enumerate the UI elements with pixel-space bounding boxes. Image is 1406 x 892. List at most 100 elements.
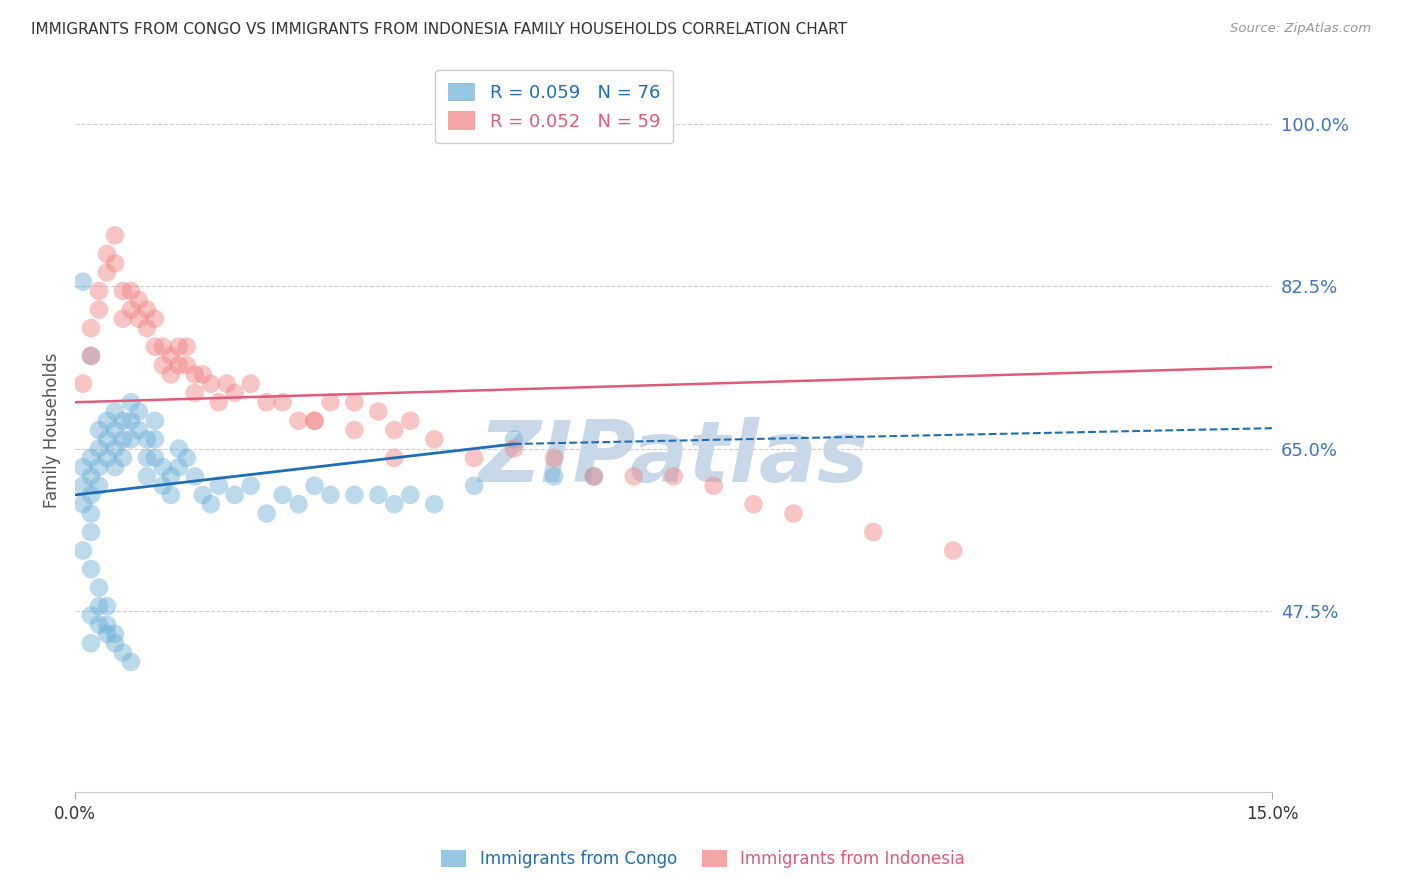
Point	[152, 460, 174, 475]
Point	[176, 450, 198, 465]
Point	[96, 265, 118, 279]
Point	[96, 247, 118, 261]
Point	[120, 284, 142, 298]
Point	[104, 627, 127, 641]
Point	[304, 414, 326, 428]
Point	[120, 395, 142, 409]
Point	[184, 368, 207, 382]
Point	[319, 488, 342, 502]
Point	[343, 423, 366, 437]
Point	[143, 433, 166, 447]
Point	[463, 478, 485, 492]
Point	[503, 433, 526, 447]
Point	[152, 478, 174, 492]
Point	[191, 368, 214, 382]
Point	[503, 442, 526, 456]
Point	[104, 636, 127, 650]
Point	[87, 599, 110, 614]
Y-axis label: Family Households: Family Households	[44, 352, 60, 508]
Text: ZIPatlas: ZIPatlas	[478, 417, 869, 500]
Point	[543, 469, 565, 483]
Point	[176, 340, 198, 354]
Point	[104, 423, 127, 437]
Point	[135, 302, 157, 317]
Point	[111, 414, 134, 428]
Point	[224, 488, 246, 502]
Point	[80, 469, 103, 483]
Point	[143, 414, 166, 428]
Point	[159, 469, 181, 483]
Legend: R = 0.059   N = 76, R = 0.052   N = 59: R = 0.059 N = 76, R = 0.052 N = 59	[436, 70, 672, 144]
Point	[120, 302, 142, 317]
Point	[120, 433, 142, 447]
Point	[582, 469, 605, 483]
Point	[104, 228, 127, 243]
Point	[80, 562, 103, 576]
Point	[287, 414, 309, 428]
Point	[104, 256, 127, 270]
Point	[72, 460, 94, 475]
Point	[224, 386, 246, 401]
Point	[72, 543, 94, 558]
Point	[152, 358, 174, 372]
Point	[367, 488, 389, 502]
Point	[111, 311, 134, 326]
Point	[191, 488, 214, 502]
Point	[80, 349, 103, 363]
Point	[256, 395, 278, 409]
Point	[343, 488, 366, 502]
Point	[96, 450, 118, 465]
Point	[111, 450, 134, 465]
Point	[128, 311, 150, 326]
Point	[111, 284, 134, 298]
Point	[80, 507, 103, 521]
Point	[87, 460, 110, 475]
Point	[184, 469, 207, 483]
Point	[87, 284, 110, 298]
Point	[159, 368, 181, 382]
Point	[623, 469, 645, 483]
Point	[96, 414, 118, 428]
Point	[72, 275, 94, 289]
Point	[382, 423, 405, 437]
Point	[104, 460, 127, 475]
Point	[111, 646, 134, 660]
Point	[167, 358, 190, 372]
Point	[463, 450, 485, 465]
Point	[167, 460, 190, 475]
Point	[742, 497, 765, 511]
Point	[87, 423, 110, 437]
Point	[135, 433, 157, 447]
Point	[87, 617, 110, 632]
Point	[208, 478, 231, 492]
Point	[208, 395, 231, 409]
Point	[304, 414, 326, 428]
Point	[343, 395, 366, 409]
Point	[256, 507, 278, 521]
Point	[239, 478, 262, 492]
Point	[582, 469, 605, 483]
Point	[135, 469, 157, 483]
Point	[80, 450, 103, 465]
Point	[87, 478, 110, 492]
Text: IMMIGRANTS FROM CONGO VS IMMIGRANTS FROM INDONESIA FAMILY HOUSEHOLDS CORRELATION: IMMIGRANTS FROM CONGO VS IMMIGRANTS FROM…	[31, 22, 846, 37]
Point	[200, 376, 222, 391]
Point	[72, 376, 94, 391]
Point	[399, 488, 422, 502]
Point	[367, 404, 389, 418]
Point	[271, 488, 294, 502]
Text: Source: ZipAtlas.com: Source: ZipAtlas.com	[1230, 22, 1371, 36]
Point	[87, 581, 110, 595]
Point	[176, 358, 198, 372]
Point	[120, 655, 142, 669]
Point	[96, 433, 118, 447]
Point	[184, 386, 207, 401]
Point	[143, 311, 166, 326]
Point	[152, 340, 174, 354]
Point	[80, 321, 103, 335]
Point	[200, 497, 222, 511]
Point	[167, 340, 190, 354]
Point	[120, 414, 142, 428]
Point	[96, 599, 118, 614]
Point	[80, 608, 103, 623]
